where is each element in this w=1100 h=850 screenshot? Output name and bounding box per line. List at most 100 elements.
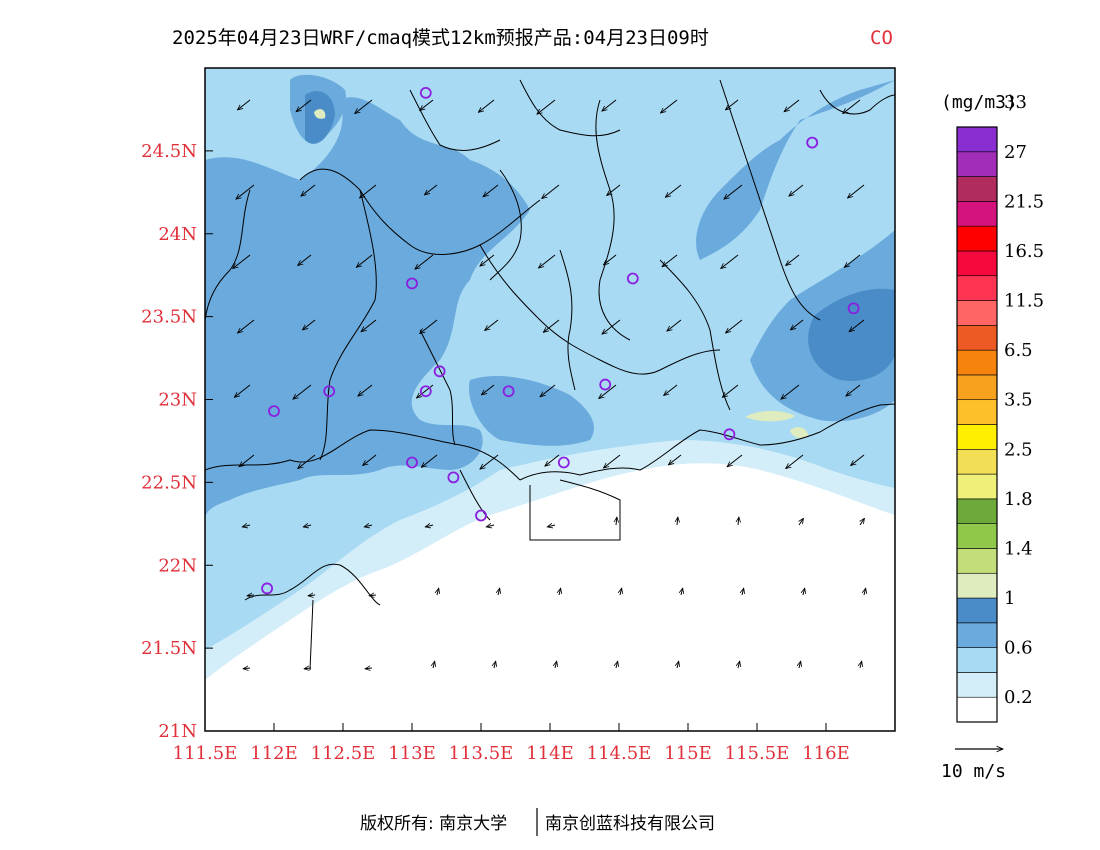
wind-arrow bbox=[247, 595, 255, 596]
wind-arrow bbox=[602, 99, 617, 111]
wind-arrow bbox=[498, 588, 500, 596]
wind-arrow bbox=[799, 661, 801, 669]
wind-arrow bbox=[356, 254, 373, 267]
colorbar-label: 3.5 bbox=[1004, 390, 1033, 411]
wind-arrow bbox=[799, 518, 803, 526]
wind-arrow bbox=[555, 661, 557, 669]
wind-arrow bbox=[480, 454, 499, 469]
colorbar-bin bbox=[956, 498, 998, 524]
colorbar-label: 21.5 bbox=[1004, 191, 1044, 212]
station-marker bbox=[599, 378, 612, 391]
monitoring-stations bbox=[261, 86, 860, 595]
station-marker bbox=[447, 471, 460, 484]
map-title: 2025年04月23日WRF/cmaq模式12km预报产品:04月23日09时 bbox=[172, 27, 709, 49]
wind-arrow bbox=[607, 184, 621, 196]
wind-arrow bbox=[369, 595, 377, 596]
colorbar-label: 33 bbox=[1004, 92, 1027, 113]
concentration-patch-1 bbox=[745, 410, 795, 422]
colorbar-bin bbox=[956, 523, 998, 549]
wind-arrow bbox=[437, 588, 439, 596]
colorbar-label: 27 bbox=[1004, 142, 1027, 163]
colorbar-bin bbox=[956, 176, 998, 202]
wind-arrow bbox=[538, 254, 556, 268]
wind-arrow bbox=[233, 254, 251, 269]
wind-arrow bbox=[722, 384, 739, 397]
x-tick-label: 112.5E bbox=[311, 743, 376, 764]
station-marker bbox=[406, 277, 418, 290]
x-tick-label: 113E bbox=[388, 743, 436, 764]
wind-arrow bbox=[425, 525, 434, 527]
colorbar-label: 2.5 bbox=[1004, 439, 1033, 460]
wind-arrow bbox=[559, 588, 561, 596]
wind-arrow bbox=[603, 254, 617, 265]
station-marker bbox=[419, 385, 432, 398]
wind-arrow bbox=[725, 319, 743, 333]
wind-arrow bbox=[668, 454, 682, 465]
wind-arrow bbox=[359, 184, 377, 198]
wind-arrow bbox=[433, 661, 435, 669]
station-marker bbox=[557, 456, 570, 469]
x-axis: 111.5E 112E 112.5E 113E 113.5E 114E 114.5E 115E… bbox=[173, 723, 850, 764]
wind-arrow bbox=[843, 99, 861, 114]
wind-arrow bbox=[421, 454, 438, 467]
wind-arrow bbox=[420, 319, 438, 334]
wind-arrow bbox=[860, 518, 864, 526]
wind-arrow bbox=[483, 184, 499, 197]
wind-arrow bbox=[616, 661, 618, 669]
colorbar-bin bbox=[956, 201, 998, 227]
wind-arrow bbox=[237, 319, 255, 333]
colorbar-bin bbox=[956, 275, 998, 301]
wind-arrow bbox=[664, 384, 678, 396]
concentration-band-peak-east bbox=[808, 288, 895, 381]
concentration-band-low-2 bbox=[205, 463, 895, 731]
wind-arrow bbox=[603, 454, 621, 468]
wind-arrow bbox=[486, 525, 495, 527]
station-marker bbox=[406, 456, 418, 469]
wind-arrow bbox=[738, 517, 739, 526]
station-marker bbox=[502, 385, 515, 398]
wind-arrow bbox=[786, 254, 800, 266]
colorbar-frame bbox=[956, 126, 998, 723]
y-tick-label: 21N bbox=[158, 721, 197, 742]
wind-arrow bbox=[665, 184, 682, 197]
colorbar-label: 11.5 bbox=[1004, 291, 1044, 312]
wind-arrow bbox=[790, 319, 804, 330]
wind-arrow bbox=[786, 454, 804, 469]
colorbar-label: 16.5 bbox=[1004, 241, 1044, 262]
wind-arrow bbox=[355, 99, 373, 114]
wind-arrow bbox=[677, 661, 679, 669]
wind-arrow bbox=[789, 184, 804, 196]
wind-arrow bbox=[416, 384, 434, 398]
wind-legend-label: 10 m/s bbox=[941, 761, 1006, 782]
wind-arrow bbox=[542, 184, 560, 199]
station-marker bbox=[433, 365, 446, 378]
wind-arrow bbox=[480, 254, 495, 266]
wind-arrow bbox=[620, 588, 622, 596]
wind-vectors bbox=[233, 99, 866, 669]
wind-arrow bbox=[725, 99, 739, 110]
wind-arrow bbox=[239, 454, 255, 467]
station-marker bbox=[261, 582, 274, 595]
wind-arrow bbox=[727, 454, 743, 467]
wind-arrow bbox=[547, 525, 556, 527]
y-tick-label: 24N bbox=[158, 224, 197, 245]
wind-arrow bbox=[236, 184, 255, 199]
station-marker bbox=[419, 86, 432, 99]
wind-arrow bbox=[543, 319, 560, 332]
wind-arrow bbox=[304, 668, 312, 669]
wind-arrow bbox=[485, 319, 499, 331]
colorbar-bin bbox=[956, 622, 998, 648]
y-axis: 21N 21.5N 22N 22.5N 23N 23.5N 24N 24.5N bbox=[141, 141, 213, 742]
colorbar-bin bbox=[956, 151, 998, 177]
station-marker bbox=[626, 272, 639, 285]
wind-arrow bbox=[545, 454, 560, 466]
wind-arrow bbox=[662, 254, 678, 267]
footer-copyright: 版权所有: 南京大学 bbox=[360, 814, 507, 834]
wind-arrow bbox=[846, 384, 861, 396]
colorbar-bin bbox=[956, 424, 998, 450]
y-tick-label: 21.5N bbox=[141, 638, 197, 659]
x-tick-label: 116E bbox=[802, 743, 850, 764]
wind-arrow bbox=[681, 588, 683, 596]
concentration-patch-3 bbox=[314, 109, 326, 119]
colorbar-bin bbox=[956, 300, 998, 326]
